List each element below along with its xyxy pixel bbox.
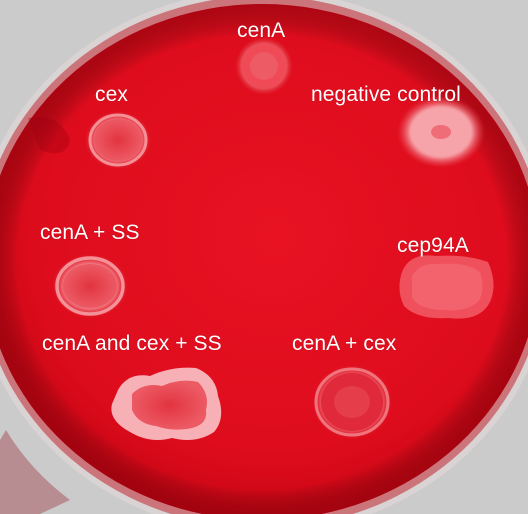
marker-smudge	[0, 430, 70, 514]
colony-negative-control	[397, 96, 485, 168]
colony-cex	[85, 111, 151, 169]
colony-cenA	[235, 37, 293, 95]
label-cenA-and-cex-ss: cenA and cex + SS	[42, 332, 222, 355]
colony-cenA-cex	[312, 365, 392, 439]
label-cex: cex	[95, 83, 128, 106]
label-negative-control: negative control	[311, 83, 461, 106]
label-cep94A: cep94A	[397, 234, 469, 257]
colony-cenA-ss	[52, 254, 128, 318]
colony-cenA-and-cex-ss	[111, 367, 222, 440]
marker-smudge	[28, 116, 70, 154]
colony-cep94A	[399, 255, 494, 319]
label-cenA-cex: cenA + cex	[292, 332, 397, 355]
label-cenA: cenA	[237, 19, 286, 42]
label-cenA-ss: cenA + SS	[40, 221, 140, 244]
